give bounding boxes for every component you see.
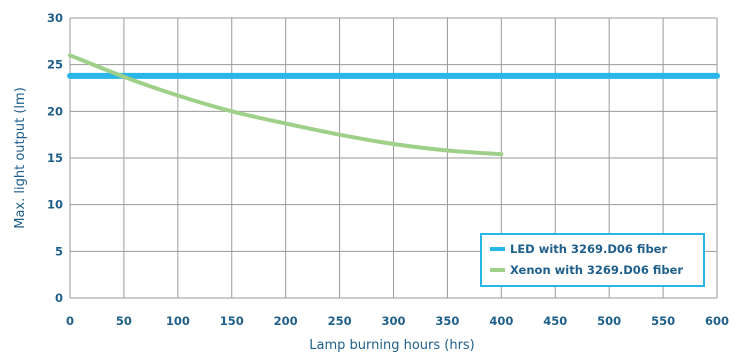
x-tick-label: 150	[220, 314, 244, 328]
y-axis-ticks: 0 5 10 15 20 25 30	[47, 11, 63, 305]
x-tick-label: 550	[651, 314, 675, 328]
x-axis-ticks: 0 50 100 150 200 250 300 350 400 450 500 550 600	[66, 314, 729, 328]
x-tick-label: 400	[489, 314, 513, 328]
y-tick-label: 5	[55, 244, 63, 258]
y-tick-label: 10	[47, 198, 63, 212]
x-tick-label: 300	[381, 314, 405, 328]
y-tick-label: 0	[55, 291, 63, 305]
legend: LED with 3269.D06 fiber Xenon with 3269.…	[481, 234, 704, 286]
y-tick-label: 15	[47, 151, 63, 165]
legend-label-xenon: Xenon with 3269.D06 fiber	[510, 263, 683, 277]
x-tick-label: 450	[543, 314, 567, 328]
y-axis-title: Max. light output (lm)	[13, 87, 28, 229]
x-tick-label: 100	[166, 314, 190, 328]
y-tick-label: 20	[47, 104, 63, 118]
x-tick-label: 350	[435, 314, 459, 328]
x-tick-label: 250	[328, 314, 352, 328]
x-tick-label: 50	[116, 314, 132, 328]
legend-label-led: LED with 3269.D06 fiber	[510, 242, 667, 256]
x-tick-label: 200	[274, 314, 298, 328]
x-axis-title: Lamp burning hours (hrs)	[309, 338, 475, 353]
y-tick-label: 25	[47, 58, 63, 72]
y-tick-label: 30	[47, 11, 63, 25]
x-tick-label: 0	[66, 314, 74, 328]
x-tick-label: 600	[705, 314, 729, 328]
x-tick-label: 500	[597, 314, 621, 328]
